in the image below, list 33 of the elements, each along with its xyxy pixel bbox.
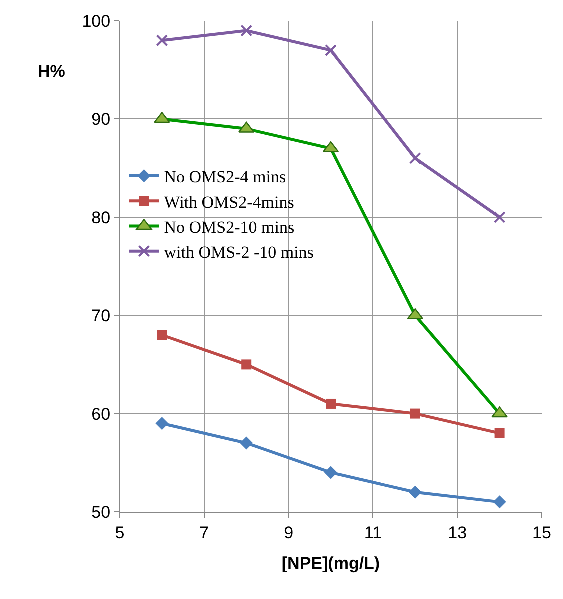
legend-label: No OMS2-4 mins [164, 168, 286, 187]
y-tick-label: 70 [92, 306, 111, 326]
x-tick-label: 7 [200, 523, 210, 542]
y-tick-label: 100 [82, 12, 111, 31]
y-axis-title: H% [38, 62, 66, 81]
legend-label: with OMS-2 -10 mins [164, 242, 314, 262]
point [410, 408, 420, 419]
point [324, 466, 338, 480]
point [494, 211, 506, 224]
point [493, 496, 506, 509]
point [240, 24, 253, 37]
x-tick-label: 13 [448, 523, 468, 542]
point [325, 44, 337, 56]
x-tick-label: 9 [284, 523, 294, 542]
x-axis-title: [NPE](mg/L) [282, 554, 380, 573]
y-tick-label: 50 [92, 502, 111, 522]
point [408, 486, 422, 499]
point [156, 417, 169, 430]
legend-label: With OMS2-4mins [164, 192, 294, 212]
point [156, 34, 168, 47]
y-tick-label: 80 [92, 208, 111, 228]
y-tick-label: 90 [92, 110, 111, 130]
x-tick-label: 11 [364, 523, 382, 542]
point [494, 428, 505, 438]
legend-label: No OMS2-10 mins [164, 218, 295, 237]
point [240, 436, 254, 450]
x-tick-label: 5 [115, 523, 125, 542]
point [326, 398, 336, 409]
point [409, 152, 422, 164]
point [242, 360, 252, 370]
point [157, 330, 168, 340]
y-tick-label: 60 [92, 404, 111, 424]
x-tick-label: 15 [532, 523, 552, 542]
